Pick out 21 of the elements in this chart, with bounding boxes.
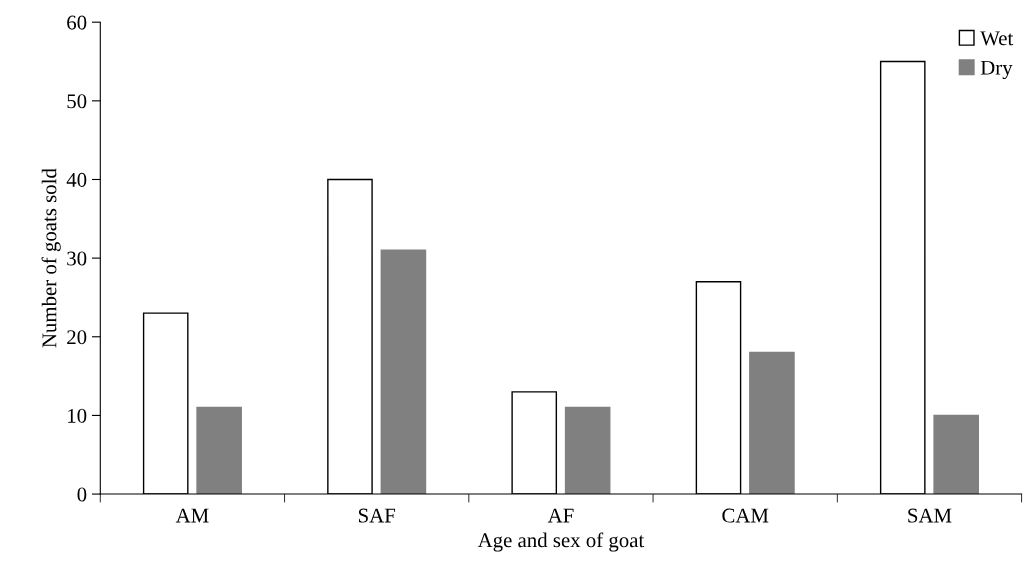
bar xyxy=(196,406,242,495)
legend-label: Dry xyxy=(980,60,1013,80)
x-tick-label: SAF xyxy=(358,508,396,523)
bar xyxy=(749,351,795,495)
y-tick-label: 0 xyxy=(77,487,87,502)
bar xyxy=(380,249,427,495)
y-tick-label: 10 xyxy=(68,408,87,423)
y-axis-title: Number of goats sold xyxy=(41,168,61,348)
y-tick-label: 60 xyxy=(67,15,87,30)
x-tick-label: SAM xyxy=(908,508,952,523)
x-tick-label: CAM xyxy=(722,508,769,523)
x-tick-label: AF xyxy=(547,508,574,523)
bar xyxy=(564,406,611,495)
x-tick-label: AM xyxy=(175,508,209,523)
legend-label: Wet xyxy=(980,31,1014,46)
y-tick-label: 30 xyxy=(67,251,87,266)
x-axis-title: Age and sex of goat xyxy=(477,532,645,552)
y-tick-label: 20 xyxy=(67,330,87,345)
y-tick-label: 40 xyxy=(66,172,87,187)
y-tick-label: 50 xyxy=(67,94,87,109)
bar xyxy=(933,414,979,495)
